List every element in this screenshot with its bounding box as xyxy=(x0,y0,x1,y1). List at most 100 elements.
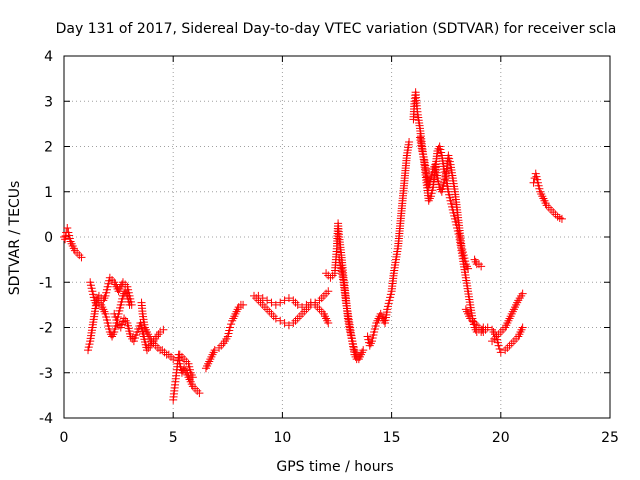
y-tick-label: 0 xyxy=(44,230,53,246)
data-point xyxy=(160,348,169,357)
data-point xyxy=(68,242,77,251)
data-point xyxy=(77,253,86,262)
data-point xyxy=(298,303,307,312)
data-point xyxy=(518,289,527,298)
data-point xyxy=(509,337,518,346)
data-point xyxy=(324,287,333,296)
data-point xyxy=(494,330,503,339)
data-point xyxy=(551,210,560,219)
data-point xyxy=(496,328,505,337)
data-point xyxy=(477,262,486,271)
data-point xyxy=(158,346,167,355)
data-point xyxy=(293,314,302,323)
data-point xyxy=(271,300,280,309)
y-tick-label: 2 xyxy=(44,140,53,156)
data-point xyxy=(75,251,84,260)
data-point xyxy=(505,341,514,350)
y-tick-label: -3 xyxy=(39,366,53,382)
data-point xyxy=(322,289,331,298)
data-point xyxy=(164,350,173,359)
data-point xyxy=(63,223,72,232)
data-point xyxy=(322,269,331,278)
data-point xyxy=(265,307,274,316)
chart-title: Day 131 of 2017, Sidereal Day-to-day VTE… xyxy=(56,21,617,37)
data-point xyxy=(557,214,566,223)
data-point xyxy=(313,303,322,312)
y-tick-label: 4 xyxy=(44,49,53,65)
y-tick-label: -2 xyxy=(39,321,53,337)
x-tick-label: 20 xyxy=(492,430,510,446)
data-point xyxy=(507,339,516,348)
x-axis-label: GPS time / hours xyxy=(276,459,393,475)
data-point xyxy=(280,296,289,305)
data-point xyxy=(322,314,331,323)
data-point xyxy=(319,291,328,300)
data-point xyxy=(295,312,304,321)
x-tick-label: 15 xyxy=(383,430,401,446)
data-point xyxy=(125,300,134,309)
data-point xyxy=(495,344,504,353)
data-point xyxy=(225,323,234,332)
data-point xyxy=(291,298,300,307)
data-point xyxy=(159,325,168,334)
data-point xyxy=(470,255,479,264)
x-tick-label: 25 xyxy=(601,430,619,446)
data-point xyxy=(518,323,527,332)
data-points xyxy=(60,88,566,404)
data-point xyxy=(267,309,276,318)
data-point xyxy=(284,321,293,330)
data-point xyxy=(276,298,285,307)
data-point xyxy=(267,298,276,307)
data-point xyxy=(464,264,473,273)
data-point xyxy=(195,389,204,398)
data-point xyxy=(317,294,326,303)
x-tick-label: 0 xyxy=(60,430,69,446)
data-point xyxy=(315,296,324,305)
data-point xyxy=(180,355,189,364)
data-point xyxy=(280,318,289,327)
data-point xyxy=(263,305,272,314)
data-point xyxy=(300,307,309,316)
data-point xyxy=(501,346,510,355)
data-point xyxy=(108,332,117,341)
data-point xyxy=(284,294,293,303)
y-tick-label: -1 xyxy=(39,275,53,291)
data-point xyxy=(169,355,178,364)
data-point xyxy=(359,346,368,355)
data-point xyxy=(311,300,320,309)
data-point xyxy=(315,305,324,314)
data-point xyxy=(210,346,219,355)
data-point xyxy=(555,213,564,222)
data-point xyxy=(470,318,479,327)
data-point xyxy=(354,352,363,361)
data-point xyxy=(503,343,512,352)
data-point xyxy=(496,348,505,357)
data-point xyxy=(193,386,202,395)
data-point xyxy=(227,320,236,329)
data-point xyxy=(260,303,269,312)
data-point xyxy=(549,208,558,217)
data-point xyxy=(289,296,298,305)
data-point xyxy=(302,300,311,309)
data-point xyxy=(239,300,248,309)
data-point xyxy=(324,318,333,327)
data-point xyxy=(326,273,335,282)
data-point xyxy=(258,294,267,303)
data-point xyxy=(269,312,278,321)
y-tick-label: -4 xyxy=(39,411,53,427)
data-point xyxy=(153,343,162,352)
data-point xyxy=(276,316,285,325)
x-axis: 0 5 10 15 20 25 xyxy=(60,56,619,446)
data-point xyxy=(217,341,226,350)
data-point xyxy=(188,373,197,382)
y-axis: -4 -3 -2 -1 0 1 2 3 4 xyxy=(39,49,610,427)
data-point xyxy=(99,305,108,314)
data-point xyxy=(483,323,492,332)
data-point xyxy=(516,328,525,337)
data-point xyxy=(256,298,265,307)
data-point xyxy=(291,316,300,325)
y-tick-label: 1 xyxy=(44,185,53,201)
y-axis-label: SDTVAR / TECUs xyxy=(7,181,23,296)
data-point xyxy=(215,343,224,352)
